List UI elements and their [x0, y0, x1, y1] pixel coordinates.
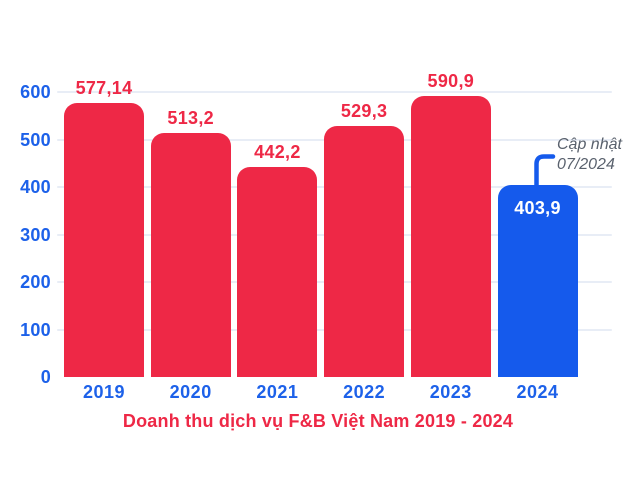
- y-axis-tick-400: 400: [20, 177, 51, 197]
- chart-title: Doanh thu dịch vụ F&B Việt Nam 2019 - 20…: [122, 411, 514, 431]
- bar-2023: [410, 96, 491, 377]
- y-axis-tick-300: 300: [20, 224, 51, 245]
- bar-2020: [150, 133, 231, 377]
- value-label-2020: 513,2: [167, 108, 214, 129]
- y-axis-tick-500: 500: [20, 129, 51, 150]
- value-label-2023: 590,9: [427, 71, 475, 92]
- annotation-note: Cập nhật 07/2024: [557, 135, 622, 175]
- y-axis-tick-0: 0: [40, 367, 51, 387]
- value-label-2024: 403,9: [514, 198, 561, 219]
- bar-2019: [64, 102, 144, 377]
- value-label-2019: 577,14: [75, 77, 133, 98]
- y-axis-tick-200: 200: [20, 272, 51, 292]
- x-axis-label-2019: 2019: [82, 382, 126, 402]
- bar-2024: [497, 185, 578, 377]
- x-axis-label-2022: 2022: [343, 382, 386, 402]
- value-label-2021: 442,2: [254, 141, 301, 162]
- y-axis-tick-100: 100: [20, 319, 51, 340]
- x-axis-label-2023: 2023: [429, 382, 472, 402]
- x-axis-label-2024: 2024: [516, 382, 559, 402]
- bar-2021: [237, 166, 318, 377]
- y-axis-tick-600: 600: [20, 82, 51, 102]
- x-axis-label-2021: 2021: [256, 382, 299, 402]
- annotation-line-1: Cập nhật: [557, 136, 622, 153]
- gridline-600: [57, 91, 612, 93]
- bar-2022: [324, 125, 405, 377]
- annotation-line-2: 07/2024: [557, 156, 615, 173]
- value-label-2022: 529,3: [340, 100, 388, 121]
- x-axis-label-2020: 2020: [169, 382, 212, 402]
